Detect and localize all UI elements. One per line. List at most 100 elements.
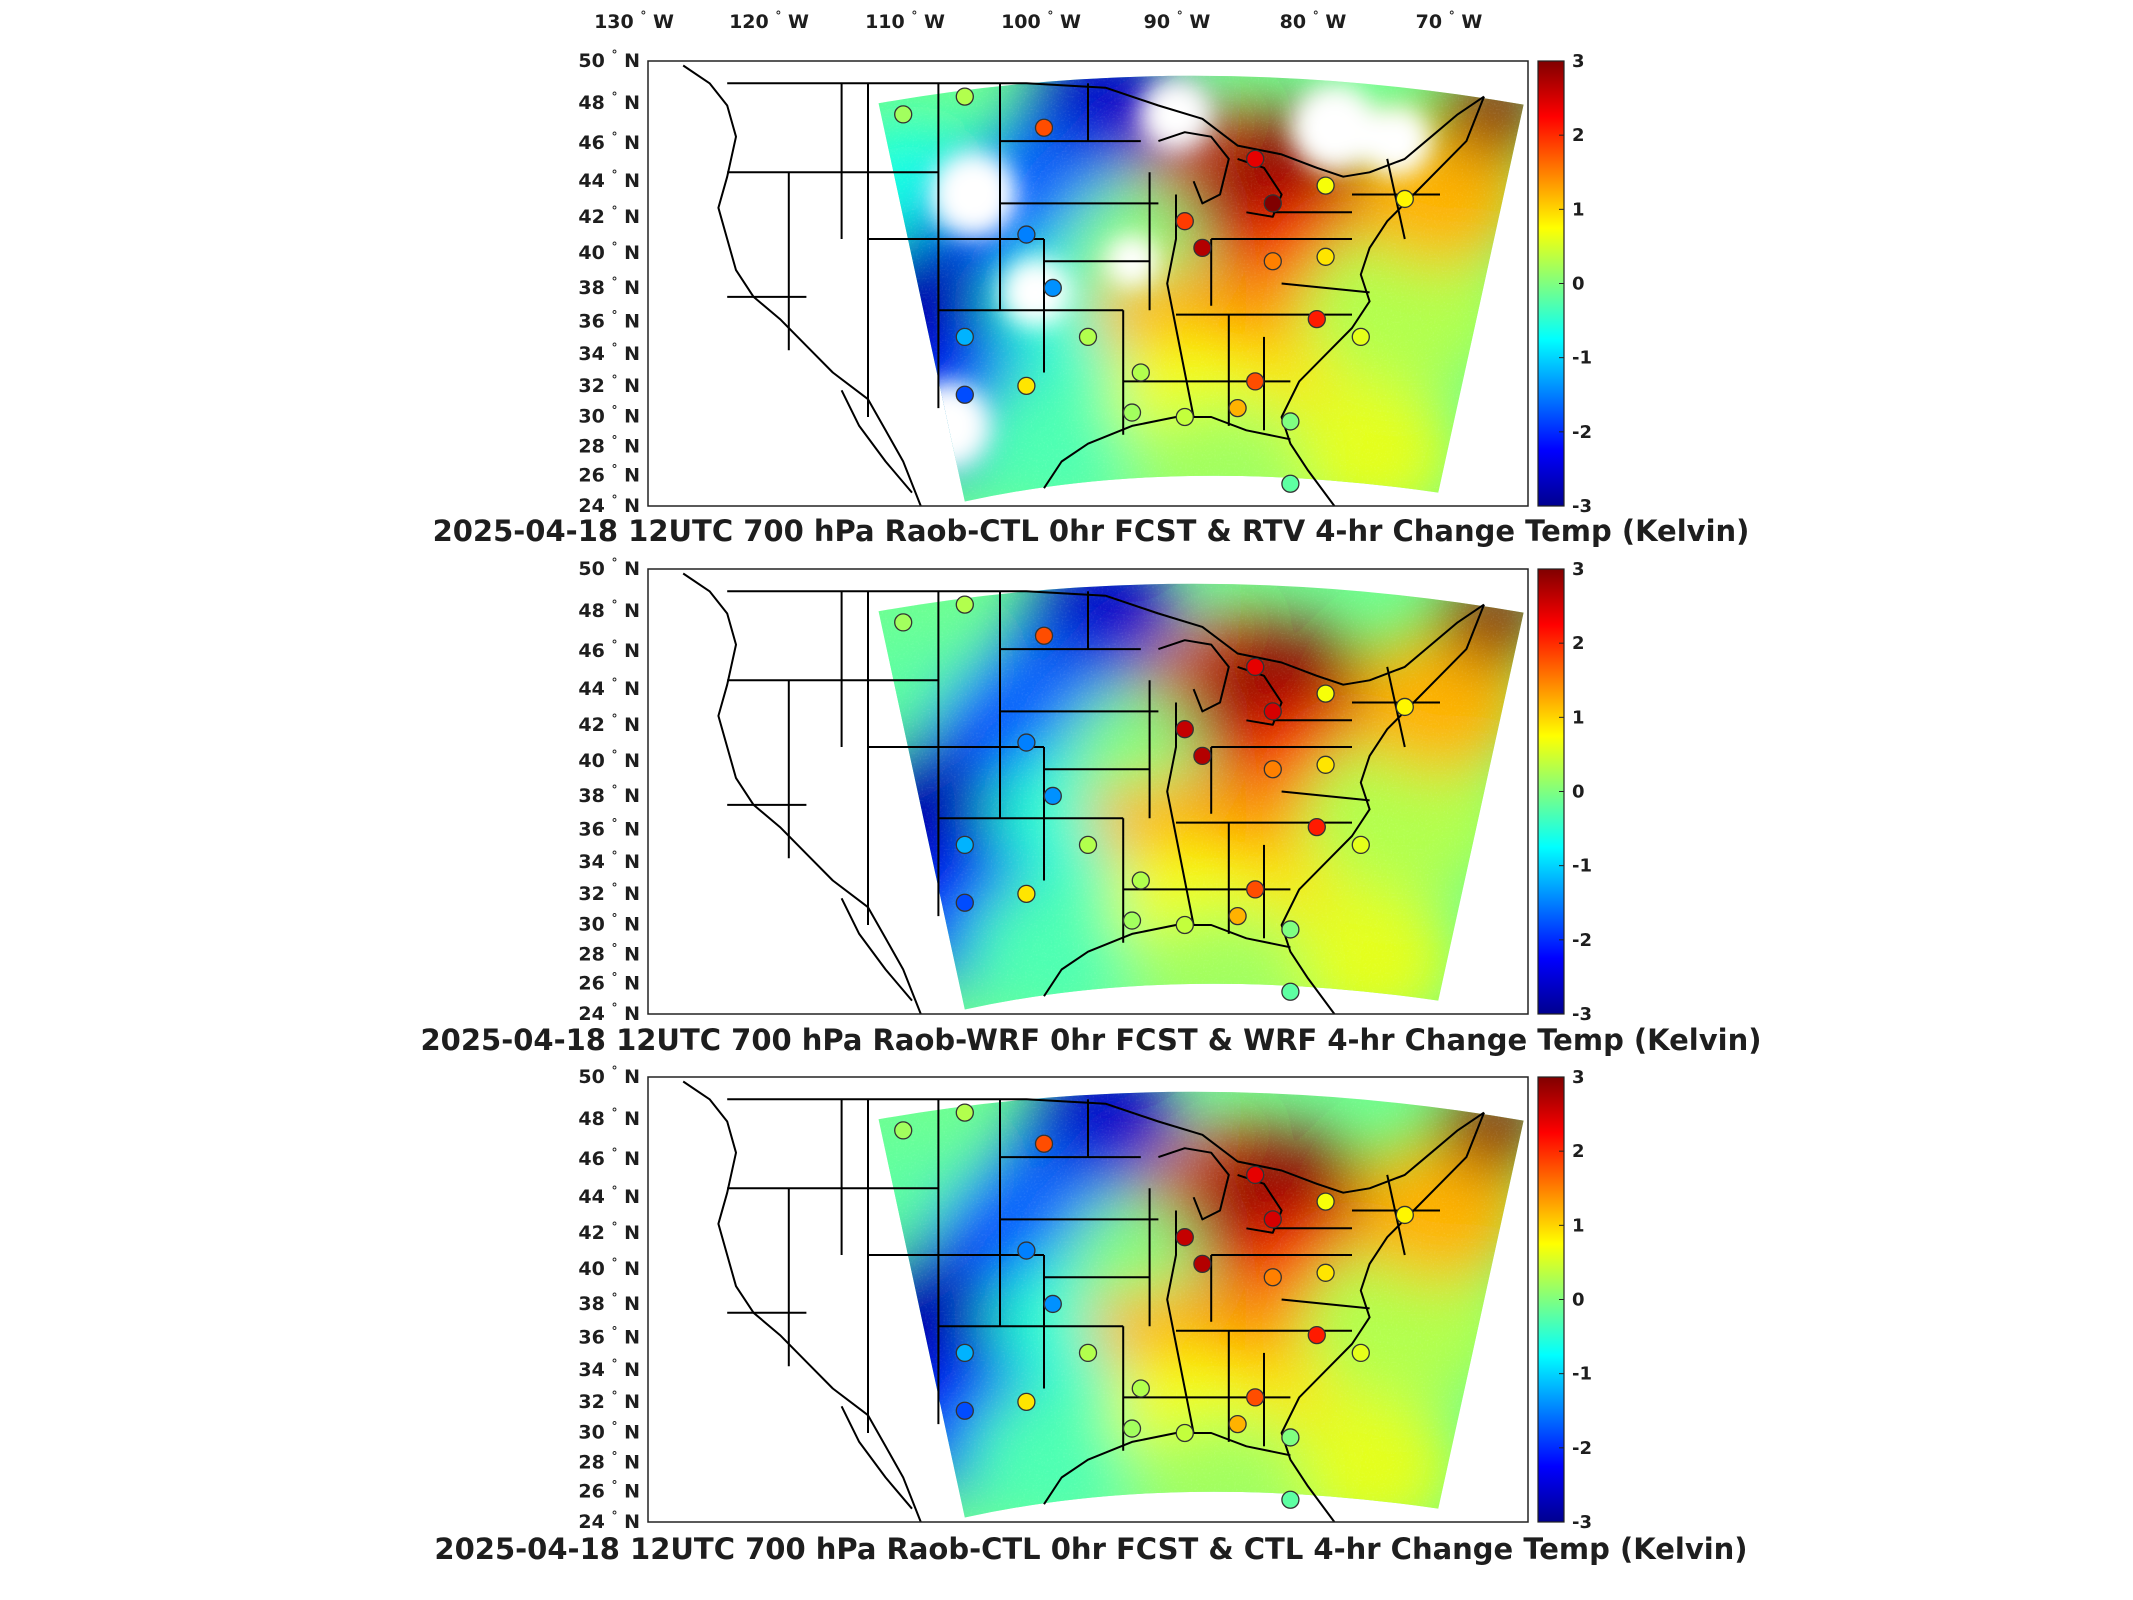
raob-station-marker bbox=[955, 595, 974, 614]
raob-station-marker bbox=[1228, 398, 1247, 418]
lat-tick-label: 26 ° N bbox=[578, 971, 640, 995]
lat-tick-label: 34 ° N bbox=[578, 1357, 640, 1381]
raob-station-marker bbox=[1351, 1343, 1370, 1363]
raob-station-marker bbox=[1175, 1423, 1194, 1443]
colorbar-tick-label: 0 bbox=[1572, 274, 1585, 295]
raob-station-marker bbox=[1228, 906, 1247, 926]
raob-station-marker bbox=[1131, 1379, 1150, 1398]
lat-tick-label: 34 ° N bbox=[578, 849, 640, 873]
lat-tick-label: 36 ° N bbox=[578, 816, 640, 840]
raob-station-marker bbox=[1175, 407, 1194, 427]
raob-station-marker bbox=[1281, 1490, 1300, 1509]
lat-tick-label: 26 ° N bbox=[578, 463, 640, 487]
raob-station-marker bbox=[1078, 835, 1098, 855]
lat-tick-label: 42 ° N bbox=[578, 1220, 640, 1244]
raob-station-marker bbox=[1034, 118, 1054, 137]
map-border bbox=[647, 1076, 1529, 1523]
raob-station-marker bbox=[1263, 1210, 1282, 1229]
raob-station-marker bbox=[1131, 363, 1150, 382]
raob-station-marker bbox=[955, 1401, 974, 1420]
colorbar: 3 2 1 0 -1 -2 -3 bbox=[1537, 51, 1592, 517]
raob-station-marker bbox=[955, 327, 974, 347]
lon-tick-label: 80 ° W bbox=[1280, 9, 1347, 33]
raob-station-marker bbox=[1078, 1343, 1098, 1363]
map-border bbox=[647, 60, 1529, 507]
lat-tick-label: 40 ° N bbox=[578, 1256, 640, 1280]
map-border bbox=[647, 568, 1529, 1015]
colorbar-tick-label: 2 bbox=[1572, 1141, 1585, 1162]
lat-tick-label: 44 ° N bbox=[578, 1184, 640, 1208]
raob-station-marker bbox=[955, 835, 974, 855]
raob-station-marker bbox=[1017, 733, 1036, 752]
raob-station-marker bbox=[1043, 786, 1062, 806]
lat-tick-label: 42 ° N bbox=[578, 712, 640, 736]
colorbar-tick-label: -3 bbox=[1572, 1004, 1592, 1025]
raob-station-marker bbox=[1395, 189, 1414, 209]
raob-station-marker bbox=[955, 87, 974, 106]
raob-station-marker bbox=[1316, 1192, 1335, 1211]
lat-tick-label: 30 ° N bbox=[578, 1420, 640, 1444]
raob-station-marker bbox=[894, 105, 913, 124]
raob-station-marker bbox=[1043, 1294, 1062, 1314]
lat-tick-label: 44 ° N bbox=[578, 168, 640, 192]
lat-tick-label: 40 ° N bbox=[578, 240, 640, 264]
lat-tick-label: 48 ° N bbox=[578, 1106, 640, 1130]
raob-station-marker bbox=[1193, 1254, 1212, 1274]
lat-tick-label: 36 ° N bbox=[578, 1324, 640, 1348]
lat-tick-label: 32 ° N bbox=[578, 881, 640, 905]
lon-tick-label: 110 ° W bbox=[865, 9, 945, 33]
raob-station-marker bbox=[1034, 1134, 1054, 1153]
raob-station-marker bbox=[1246, 149, 1265, 169]
lat-tick-label: 48 ° N bbox=[578, 598, 640, 622]
raob-station-marker bbox=[1246, 372, 1265, 391]
lon-tick-label: 70 ° W bbox=[1416, 9, 1483, 33]
colorbar-tick-label: -2 bbox=[1572, 1438, 1592, 1459]
lat-tick-label: 32 ° N bbox=[578, 373, 640, 397]
lat-tick-label: 34 ° N bbox=[578, 341, 640, 365]
lat-tick-label: 48 ° N bbox=[578, 90, 640, 114]
raob-station-marker bbox=[1316, 247, 1335, 266]
colorbar-tick-label: 2 bbox=[1572, 633, 1585, 654]
raob-station-marker bbox=[894, 1121, 913, 1140]
raob-station-marker bbox=[1078, 327, 1098, 347]
raob-station-marker bbox=[1131, 871, 1150, 890]
lat-tick-label: 42 ° N bbox=[578, 204, 640, 228]
raob-station-marker bbox=[955, 1343, 974, 1363]
lat-tick-label: 26 ° N bbox=[578, 1479, 640, 1503]
raob-stations bbox=[894, 87, 1414, 493]
lat-tick-label: 24 ° N bbox=[578, 1001, 640, 1025]
colorbar-tick-label: -2 bbox=[1572, 422, 1592, 443]
lat-tick-label: 30 ° N bbox=[578, 404, 640, 428]
raob-station-marker bbox=[1246, 1388, 1265, 1407]
lon-tick-label: 90 ° W bbox=[1144, 9, 1211, 33]
map-panel: 50 ° N 48 ° N 46 ° N 44 ° N 42 ° N 40 ° N 38 °… bbox=[420, 556, 1761, 1057]
map-panel: 50 ° N 48 ° N 46 ° N 44 ° N 42 ° N 40 ° N 38 °… bbox=[434, 1064, 1747, 1566]
lon-tick-label: 130 ° W bbox=[594, 9, 674, 33]
raob-station-marker bbox=[1316, 1263, 1335, 1282]
raob-station-marker bbox=[1175, 915, 1194, 935]
raob-station-marker bbox=[1246, 880, 1265, 899]
raob-station-marker bbox=[1263, 760, 1282, 779]
colorbar-tick-label: 0 bbox=[1572, 1290, 1585, 1311]
raob-station-marker bbox=[1263, 252, 1282, 271]
raob-station-marker bbox=[955, 385, 974, 404]
lat-tick-label: 46 ° N bbox=[578, 638, 640, 662]
raob-station-marker bbox=[1316, 176, 1335, 195]
lat-tick-label: 28 ° N bbox=[578, 433, 640, 457]
raob-station-marker bbox=[1281, 474, 1300, 493]
colorbar-tick-label: 1 bbox=[1572, 199, 1585, 220]
raob-station-marker bbox=[1122, 1419, 1142, 1438]
lat-tick-label: 50 ° N bbox=[578, 1064, 640, 1088]
raob-station-marker bbox=[1351, 327, 1370, 347]
colorbar-tick-label: -3 bbox=[1572, 1512, 1592, 1533]
lat-tick-label: 44 ° N bbox=[578, 676, 640, 700]
colorbar: 3 2 1 0 -1 -2 -3 bbox=[1537, 1067, 1592, 1533]
raob-station-marker bbox=[1122, 403, 1142, 422]
lat-tick-label: 24 ° N bbox=[578, 493, 640, 517]
raob-station-marker bbox=[1395, 697, 1414, 717]
latitude-tick-labels: 50 ° N 48 ° N 46 ° N 44 ° N 42 ° N 40 ° N 38 °… bbox=[578, 1064, 640, 1533]
colorbar-tick-label: -1 bbox=[1572, 856, 1592, 877]
raob-station-marker bbox=[1017, 376, 1036, 396]
raob-station-marker bbox=[1281, 1428, 1300, 1447]
colorbar-tick-label: 3 bbox=[1572, 1067, 1585, 1088]
